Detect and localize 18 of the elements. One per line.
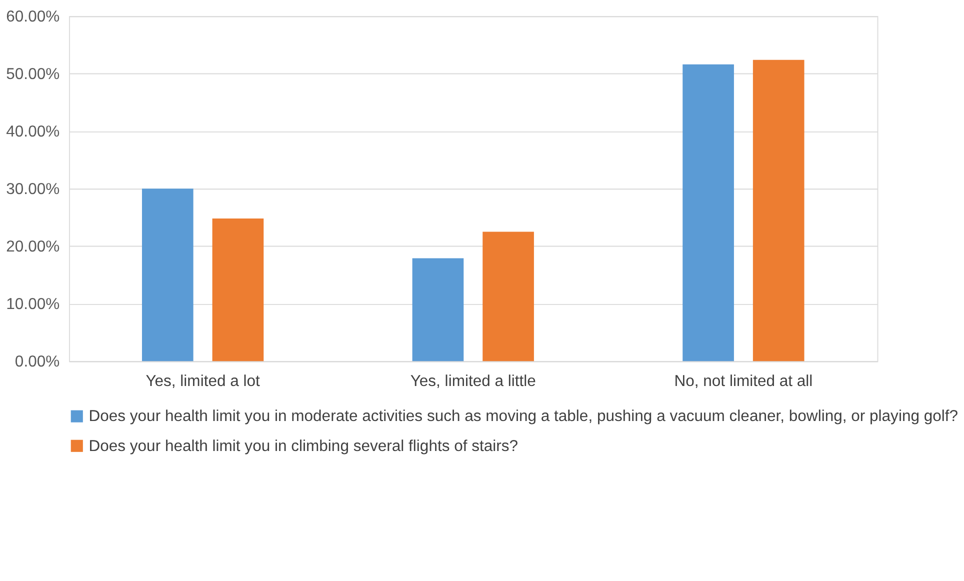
bar (142, 188, 194, 362)
y-tick-label: 50.00% (6, 66, 60, 84)
y-tick-label: 60.00% (6, 8, 60, 26)
y-tick-label: 0.00% (14, 354, 60, 371)
x-tick-label: Yes, limited a lot (146, 373, 261, 390)
x-tick-label: Yes, limited a little (410, 373, 536, 390)
bar (482, 232, 534, 362)
x-tick-label: No, not limited at all (674, 373, 813, 390)
bar (412, 258, 464, 362)
bar (682, 64, 734, 362)
bar (212, 218, 264, 362)
y-tick-label: 30.00% (6, 181, 60, 198)
legend-label: Does your health limit you in moderate activities such as moving a table, pushing a vacuum cleaner, bowling, or playing golf? (88, 408, 958, 426)
y-tick-label: 40.00% (6, 124, 60, 141)
y-tick-label: 20.00% (6, 238, 60, 256)
bar (752, 60, 804, 362)
y-tick-label: 10.00% (6, 296, 60, 314)
legend-label: Does your health limit you in climbing several flights of stairs? (88, 438, 518, 455)
